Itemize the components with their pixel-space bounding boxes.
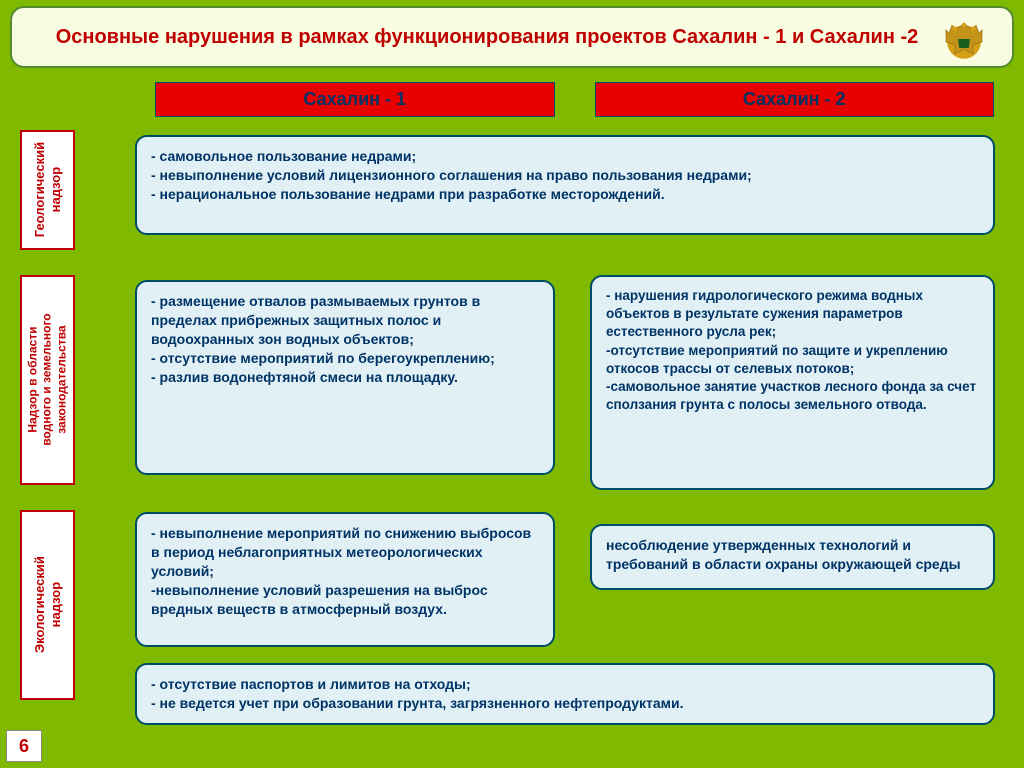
box-water-sakhalin1: - размещение отвалов размываемых грунтов… xyxy=(135,280,555,475)
box-eco-bottom: - отсутствие паспортов и лимитов на отхо… xyxy=(135,663,995,725)
box-water-sakhalin2: - нарушения гидрологического режима водн… xyxy=(590,275,995,490)
title-bar: Основные нарушения в рамках функциониров… xyxy=(10,6,1014,68)
sidebar-ecological: Экологическийнадзор xyxy=(20,510,75,700)
column-headers: Сахалин - 1 Сахалин - 2 xyxy=(155,82,994,117)
sidebar-geological: Геологическийнадзор xyxy=(20,130,75,250)
tab-sakhalin-1: Сахалин - 1 xyxy=(155,82,555,117)
sidebar-water-land: Надзор в областиводного и земельногозако… xyxy=(20,275,75,485)
box-eco-sakhalin2: несоблюдение утвержденных технологий и т… xyxy=(590,524,995,590)
box-eco-sakhalin1: - невыполнение мероприятий по снижению в… xyxy=(135,512,555,647)
sidebar-label-1: Геологическийнадзор xyxy=(32,142,63,237)
box-geological: - самовольное пользование недрами; - нев… xyxy=(135,135,995,235)
page-number: 6 xyxy=(6,730,42,762)
sidebar-label-3: Экологическийнадзор xyxy=(32,557,63,654)
page-title: Основные нарушения в рамках функциониров… xyxy=(56,25,919,50)
sidebar-label-2: Надзор в областиводного и земельногозако… xyxy=(26,314,69,446)
tab-sakhalin-2: Сахалин - 2 xyxy=(595,82,995,117)
emblem-icon xyxy=(934,12,994,72)
